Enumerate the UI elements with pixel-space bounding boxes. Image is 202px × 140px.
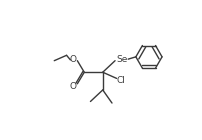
- Text: O: O: [70, 55, 77, 64]
- Text: Cl: Cl: [117, 76, 126, 85]
- Text: Se: Se: [116, 55, 128, 64]
- Text: O: O: [70, 82, 77, 91]
